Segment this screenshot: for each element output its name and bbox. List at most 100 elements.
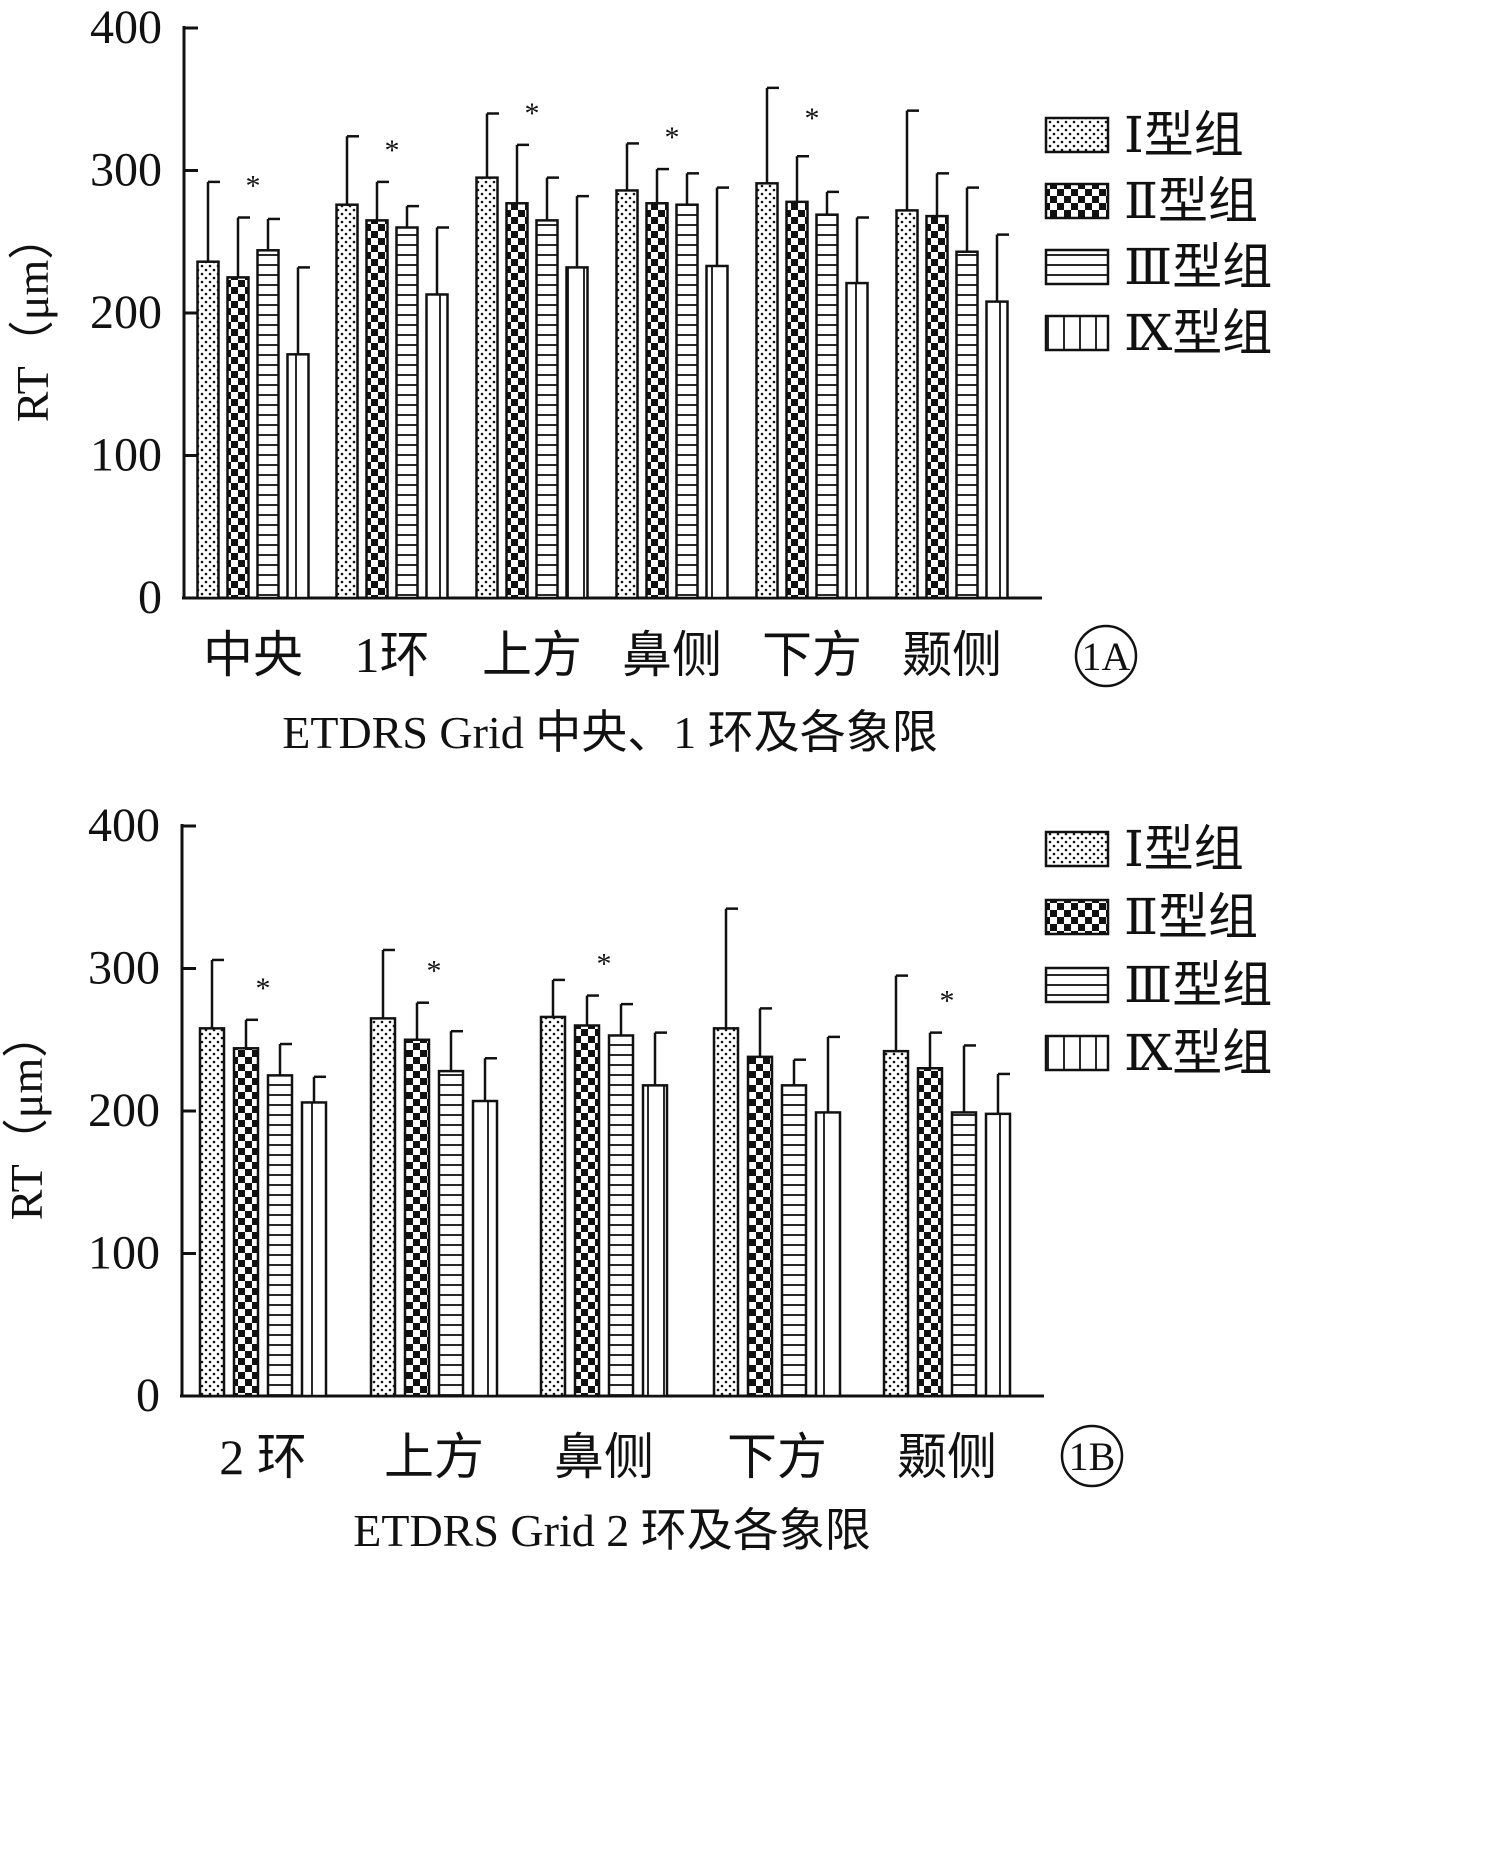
category-label: 颞侧 [897,1429,997,1485]
bar [395,226,419,600]
bar [403,1038,431,1398]
bar [780,1084,808,1398]
category-label: 上方 [482,627,582,683]
bar [573,1024,601,1398]
legend-label: Ⅰ型组 [1124,821,1244,877]
legend-swatch [1044,898,1110,936]
panel-label: 1B [1069,1434,1116,1479]
bar [814,1111,842,1398]
bar [266,1074,294,1398]
bar [365,219,389,600]
bar [950,1111,978,1398]
y-tick-label: 0 [136,1369,160,1422]
category-label: 上方 [384,1429,484,1485]
panel-label-circle [1060,1424,1124,1488]
bar [916,1067,944,1398]
legend-swatch [1044,248,1110,286]
legend-label: Ⅱ型组 [1124,173,1258,229]
chart-panel-1b: 0 100 200 300 400 RT（μm） 2 环 * 上方 * 鼻侧 * 下方 颞侧 * ETDRS … [1,799,1272,1556]
bar [437,1069,465,1398]
bar [198,1027,226,1398]
legend-label: Ⅲ型组 [1124,957,1272,1013]
bar [845,281,869,600]
category-label: 鼻侧 [554,1429,654,1485]
bar [286,353,310,600]
significance-marker: * [597,948,612,981]
bar [746,1055,774,1398]
panel-label-circle [1074,624,1138,688]
legend-swatch [1044,182,1110,220]
x-axis-title: ETDRS Grid 2 环及各象限 [353,1505,871,1556]
bar [675,203,699,600]
legend-label: Ⅸ型组 [1124,305,1272,361]
bar [565,266,589,600]
bar [335,203,359,600]
bar [471,1099,499,1398]
bar [755,182,779,600]
bar [615,189,639,600]
legend-label: Ⅰ型组 [1124,107,1244,163]
y-tick-label: 100 [88,1227,160,1280]
legend-swatch [1044,1034,1110,1072]
significance-marker: * [385,134,400,167]
bar [535,219,559,600]
category-label: 1环 [355,627,430,683]
legend-swatch [1044,116,1110,154]
y-tick-label: 400 [90,1,162,54]
category-label: 颞侧 [902,627,1002,683]
bar [882,1049,910,1398]
legend-label: Ⅸ型组 [1124,1025,1272,1081]
category-label: 中央 [203,627,303,683]
bar [539,1015,567,1398]
y-tick-label: 400 [88,799,160,852]
bar [955,250,979,600]
bar [226,276,250,600]
bar [895,209,919,600]
significance-marker: * [805,102,820,135]
y-tick-label: 200 [88,1084,160,1137]
y-tick-label: 300 [88,942,160,995]
y-axis-title: RT（μm） [7,214,58,422]
significance-marker: * [427,955,442,988]
bar [369,1017,397,1398]
bar [815,213,839,600]
y-axis-title: RT（μm） [1,1012,52,1220]
y-tick-label: 100 [90,429,162,482]
bar [705,264,729,600]
bar [641,1084,669,1398]
bar [607,1034,635,1398]
x-axis-title: ETDRS Grid 中央、1 环及各象限 [282,707,938,758]
bar [645,202,669,600]
significance-marker: * [246,170,261,203]
legend-swatch [1044,830,1110,868]
bar [985,300,1009,600]
bar [196,260,220,600]
significance-marker: * [256,972,271,1005]
legend-label: Ⅱ型组 [1124,889,1258,945]
bar [232,1047,260,1398]
significance-marker: * [940,985,955,1018]
category-label: 2 环 [219,1429,307,1485]
bar [785,200,809,600]
category-label: 下方 [727,1429,827,1485]
significance-marker: * [665,121,680,154]
legend-swatch [1044,966,1110,1004]
bar [300,1101,328,1398]
legend-label: Ⅲ型组 [1124,239,1272,295]
category-label: 鼻侧 [622,627,722,683]
legend-swatch [1044,314,1110,352]
bar [256,249,280,600]
y-tick-label: 200 [90,286,162,339]
significance-marker: * [525,97,540,130]
panel-label: 1A [1082,634,1131,679]
bar [505,202,529,600]
bar [925,214,949,600]
chart-panel-1a: 0 100 200 300 400 RT（μm） 中央 * 1环 * 上方 * 鼻侧 * 下方 * 颞侧 ETDR… [7,1,1272,758]
bar [475,176,499,600]
bar [425,293,449,600]
category-label: 下方 [762,627,862,683]
y-tick-label: 0 [138,571,162,624]
y-tick-label: 300 [90,144,162,197]
